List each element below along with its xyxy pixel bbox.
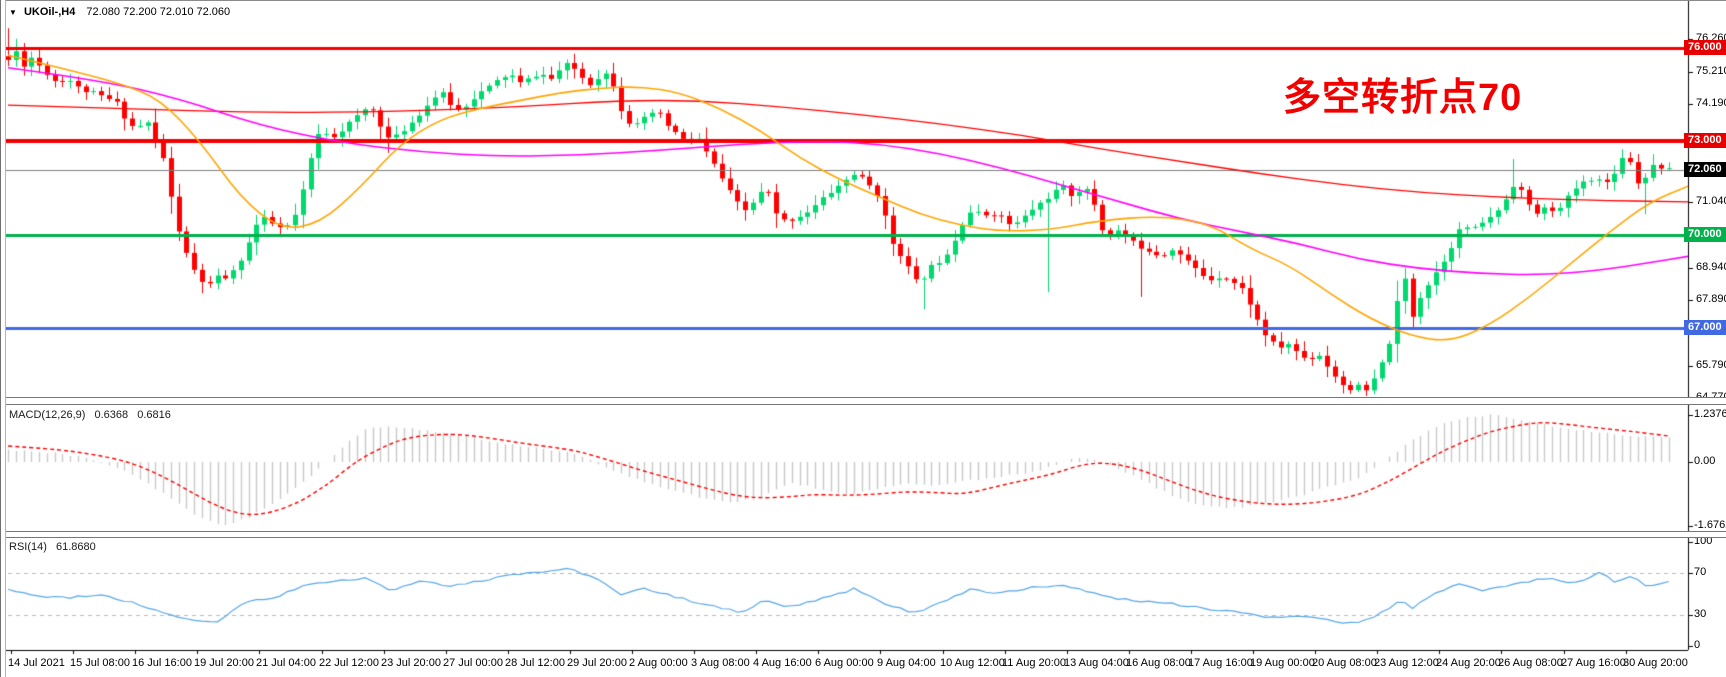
rsi-title: RSI(14) (9, 541, 47, 553)
time-axis-label: 28 Jul 12:00 (505, 657, 565, 669)
time-axis-label: 17 Aug 16:00 (1188, 657, 1253, 669)
macd-axis-label: -1.6762 (1694, 519, 1726, 531)
time-axis-label: 9 Aug 04:00 (877, 657, 936, 669)
time-axis-label: 15 Jul 08:00 (70, 657, 130, 669)
time-axis-label: 24 Aug 20:00 (1436, 657, 1501, 669)
rsi-axis-label: 30 (1694, 608, 1707, 620)
time-axis-label: 19 Jul 20:00 (194, 657, 254, 669)
time-axis-label: 19 Aug 00:00 (1250, 657, 1315, 669)
symbol-period-label: UKOil-,H4 (23, 6, 76, 18)
panel-divider-rsi[interactable] (0, 531, 1726, 538)
window-top-border (0, 0, 1726, 1)
price-tick-label: 75.210 (1696, 65, 1726, 77)
rsi-value: 61.8680 (55, 541, 96, 553)
time-axis-label: 22 Jul 12:00 (319, 657, 379, 669)
rsi-axis-label: 70 (1694, 566, 1707, 578)
panel-divider-macd[interactable] (0, 397, 1726, 405)
chart-text-annotation: 多空转折点70 (1283, 77, 1523, 119)
time-axis-label: 20 Aug 08:00 (1312, 657, 1377, 669)
time-axis-label: 23 Aug 12:00 (1374, 657, 1439, 669)
price-tick-label: 67.890 (1696, 293, 1726, 305)
rsi-axis-label: 100 (1694, 535, 1713, 547)
price-tick-label: 74.190 (1696, 97, 1726, 109)
time-axis-label: 21 Jul 04:00 (256, 657, 316, 669)
time-axis-label: 4 Aug 16:00 (753, 657, 812, 669)
symbol-info-bar: ▼ UKOil-,H4 72.080 72.200 72.010 72.060 (9, 6, 230, 18)
symbol-dropdown-icon[interactable]: ▼ (9, 8, 17, 17)
price-tag-70.000: 70.000 (1684, 227, 1726, 242)
time-axis-label: 10 Aug 12:00 (940, 657, 1005, 669)
time-axis-label: 14 Jul 2021 (8, 657, 65, 669)
rsi-indicator-label: RSI(14) 61.8680 (9, 541, 102, 553)
price-tick-label: 71.040 (1696, 195, 1726, 207)
macd-axis-label: 0.00 (1694, 455, 1716, 467)
time-axis-label: 2 Aug 00:00 (629, 657, 688, 669)
time-axis-label: 30 Aug 20:00 (1623, 657, 1688, 669)
window-left-border (0, 0, 6, 677)
price-tick-label: 68.940 (1696, 261, 1726, 273)
macd-indicator-label: MACD(12,26,9) 0.6368 0.6816 (9, 409, 177, 421)
macd-axis-label: 1.2376 (1694, 408, 1726, 420)
price-tag-72.060: 72.060 (1684, 162, 1726, 177)
time-axis-label: 3 Aug 08:00 (691, 657, 750, 669)
time-axis-label: 27 Aug 16:00 (1561, 657, 1626, 669)
macd-signal-value: 0.6816 (137, 409, 171, 421)
rsi-axis-label: 0 (1694, 639, 1701, 651)
time-axis-label: 16 Jul 16:00 (132, 657, 192, 669)
time-axis-label: 26 Aug 08:00 (1498, 657, 1563, 669)
time-axis-label: 23 Jul 20:00 (381, 657, 441, 669)
time-axis-label: 13 Aug 04:00 (1064, 657, 1129, 669)
macd-main-value: 0.6368 (94, 409, 129, 421)
price-tag-76.000: 76.000 (1684, 40, 1726, 55)
time-axis-label: 16 Aug 08:00 (1126, 657, 1191, 669)
price-tick-label: 65.790 (1696, 359, 1726, 371)
price-tag-67.000: 67.000 (1684, 320, 1726, 335)
time-axis-label: 11 Aug 20:00 (1002, 657, 1067, 669)
price-tag-73.000: 73.000 (1684, 133, 1726, 148)
ohlc-readout: 72.080 72.200 72.010 72.060 (86, 6, 231, 18)
time-axis-label: 29 Jul 20:00 (567, 657, 627, 669)
time-axis-label: 6 Aug 00:00 (815, 657, 874, 669)
macd-title: MACD(12,26,9) (9, 409, 86, 421)
time-axis-label: 27 Jul 00:00 (443, 657, 503, 669)
